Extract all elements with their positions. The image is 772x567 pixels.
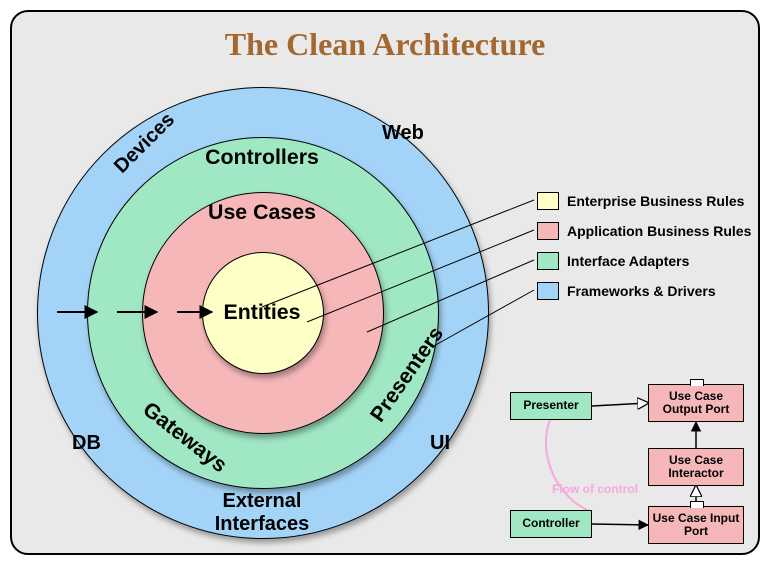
diagram-title: The Clean Architecture	[12, 26, 758, 63]
outer-label-external: ExternalInterfaces	[202, 490, 322, 536]
outer-label-db: DB	[72, 432, 101, 455]
flow-of-control-label: Flow of control	[552, 482, 638, 496]
box-input-port: Use Case Input Port	[648, 506, 744, 544]
legend: Enterprise Business Rules Application Bu…	[537, 192, 751, 312]
legend-text: Application Business Rules	[567, 223, 751, 239]
legend-swatch	[537, 252, 559, 270]
ring-label-controllers: Controllers	[182, 145, 342, 170]
legend-text: Interface Adapters	[567, 253, 689, 269]
legend-text: Frameworks & Drivers	[567, 283, 716, 299]
interface-notch-icon	[690, 379, 704, 386]
box-label: Use Case Input Port	[651, 512, 741, 538]
legend-text: Enterprise Business Rules	[567, 193, 744, 209]
legend-row: Frameworks & Drivers	[537, 282, 751, 300]
interface-notch-icon	[690, 501, 704, 508]
box-controller: Controller	[510, 510, 592, 538]
ring-label-usecases: Use Cases	[182, 200, 342, 225]
legend-swatch	[537, 222, 559, 240]
legend-swatch	[537, 192, 559, 210]
flow-of-control-arrow	[546, 407, 592, 512]
legend-row: Enterprise Business Rules	[537, 192, 751, 210]
box-interactor: Use Case Interactor	[648, 448, 744, 486]
legend-row: Application Business Rules	[537, 222, 751, 240]
outer-label-web: Web	[382, 122, 424, 145]
box-presenter: Presenter	[510, 392, 592, 420]
diagram-frame: The Clean Architecture Controllers Use C…	[10, 10, 760, 555]
legend-row: Interface Adapters	[537, 252, 751, 270]
box-label: Use Case Output Port	[651, 390, 741, 416]
ring-label-entities: Entities	[202, 300, 322, 325]
outer-label-ui: UI	[430, 432, 450, 455]
legend-swatch	[537, 282, 559, 300]
box-output-port: Use Case Output Port	[648, 384, 744, 422]
